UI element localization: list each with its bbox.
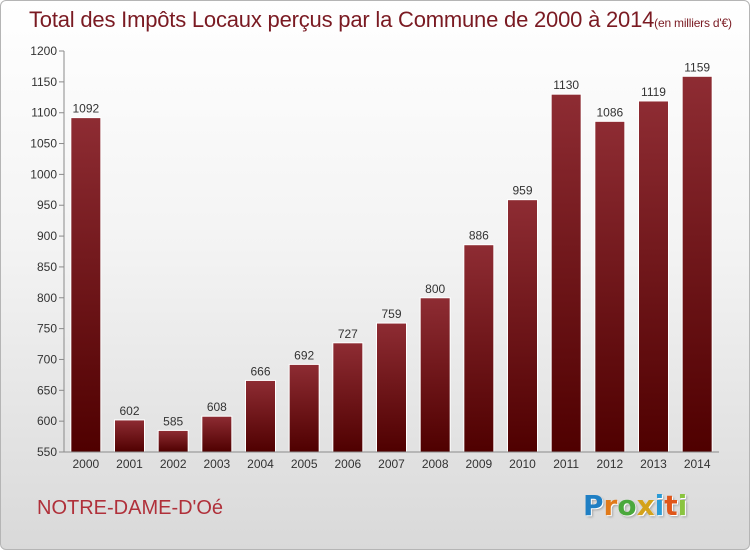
x-tick-label: 2001 [116,457,143,471]
bar-value-label: 886 [469,229,489,243]
bar-2000 [70,117,102,453]
logo-letter: x [636,489,655,522]
bar-value-label: 585 [163,414,183,428]
x-tick-label: 2002 [160,457,187,471]
y-tick-label: 1000 [30,167,57,181]
logo-letter: i [654,489,665,522]
logo-letter: r [603,489,618,522]
logo-letter: i [677,489,688,522]
x-tick-label: 2012 [596,457,623,471]
x-axis: 2000 2001 2002 2003 2004 2005 2006 2007 2008 2009… [64,451,719,471]
bar-2002 [157,429,189,453]
bar-value-label: 1130 [553,78,579,92]
bar-value-label: 759 [381,307,401,321]
y-tick-label: 850 [37,260,57,274]
chart-unit-label: (en milliers d'€) [654,16,732,30]
bar-2010 [507,199,538,453]
x-tick-label: 2013 [640,457,667,471]
x-tick-label: 2014 [684,457,711,471]
bar-2004 [245,379,276,453]
x-tick-label: 2007 [378,457,405,471]
y-tick-label: 1150 [31,75,57,89]
bar-value-label: 1086 [596,105,623,119]
y-tick-label: 550 [37,445,57,459]
bar-2011 [550,93,582,453]
chart-title: Total des Impôts Locaux perçus par la Co… [29,7,732,33]
bar-2003 [201,415,233,453]
bar-value-label: 1119 [641,85,666,99]
y-tick-label: 950 [37,198,57,212]
bar-value-label: 692 [294,348,314,362]
x-tick-label: 2005 [291,457,318,471]
bar-value-label: 1159 [684,60,710,74]
x-tick-label: 2010 [509,457,536,471]
bar-2007 [376,322,407,453]
bar-2013 [638,100,669,453]
y-tick-label: 650 [37,383,57,397]
bar-2009 [463,244,495,453]
logo-letter: t [664,489,678,522]
x-tick-label: 2003 [203,457,230,471]
x-tick-label: 2006 [334,457,361,471]
bar-2001 [114,419,145,453]
bar-2014 [681,75,713,453]
bars-group: 1092 602 585 608 666 692 727 759 800 886 959 1130 10… [70,60,713,453]
bar-value-label: 800 [425,282,445,296]
y-tick-label: 1050 [30,137,57,151]
x-tick-label: 2011 [553,457,579,471]
bar-2005 [288,363,320,453]
y-tick-label: 600 [37,414,57,428]
proxiti-logo[interactable]: Proxiti [583,489,687,522]
logo-letter: o [617,489,637,522]
x-tick-label: 2008 [422,457,449,471]
x-tick-label: 2004 [247,457,274,471]
y-tick-label: 1100 [31,106,57,120]
bar-value-label: 959 [512,184,532,198]
y-axis: 550 600 650 700 750 800 850 900 950 1000 1050 1100 1… [30,44,65,459]
y-tick-label: 700 [37,352,57,366]
y-tick-label: 800 [37,291,57,305]
bar-2006 [332,342,364,453]
x-tick-label: 2009 [465,457,492,471]
logo-letter: P [583,489,604,522]
bar-value-label: 602 [119,404,139,418]
bar-value-label: 1092 [72,102,99,116]
bar-2008 [419,297,451,453]
bar-value-label: 608 [207,400,227,414]
x-tick-label: 2000 [72,457,99,471]
y-tick-label: 750 [37,322,57,336]
commune-name: NOTRE-DAME-D'Oé [37,497,224,519]
chart-title-text: Total des Impôts Locaux perçus par la Co… [29,7,655,32]
bar-2012 [594,120,626,453]
y-tick-label: 900 [37,229,57,243]
bar-value-label: 727 [338,327,358,341]
y-tick-label: 1200 [30,44,57,58]
bar-value-label: 666 [250,364,270,378]
